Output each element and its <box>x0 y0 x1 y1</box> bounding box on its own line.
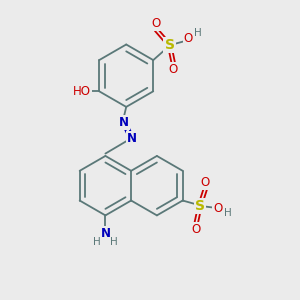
Text: H: H <box>93 236 101 247</box>
Text: O: O <box>169 62 178 76</box>
Text: H: H <box>194 28 202 38</box>
Text: N: N <box>127 132 136 145</box>
Text: N: N <box>100 227 110 240</box>
Text: O: O <box>184 32 193 45</box>
Text: O: O <box>213 202 222 215</box>
Text: N: N <box>119 116 129 129</box>
Text: O: O <box>152 17 161 30</box>
Text: S: S <box>195 199 205 213</box>
Text: O: O <box>201 176 210 189</box>
Text: HO: HO <box>73 85 91 98</box>
Text: S: S <box>165 38 175 52</box>
Text: O: O <box>192 223 201 236</box>
Text: H: H <box>224 208 232 218</box>
Text: H: H <box>110 236 118 247</box>
